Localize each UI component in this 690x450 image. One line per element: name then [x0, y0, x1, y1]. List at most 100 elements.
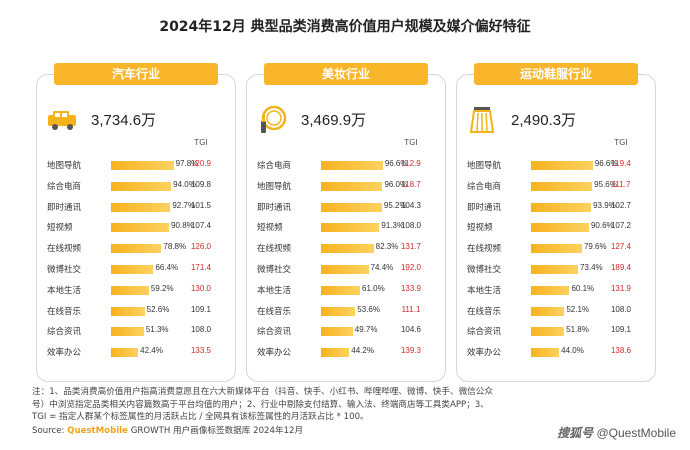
value-label: 92.7%	[172, 200, 195, 210]
footnote-line: TGI = 指定人群某个标签属性的月活跃占比 / 全网具有该标签属性的月活跃占比…	[32, 412, 369, 423]
tgi-value: 109.1	[610, 325, 632, 335]
panel-cosmetics: 3,469.9万 TGI 综合电商 96.6% 112.9 地图导航 96.0% 118.…	[246, 74, 446, 382]
bar	[321, 181, 383, 191]
value-label: 44.0%	[561, 346, 584, 356]
cosmetics-icon	[261, 105, 287, 133]
tgi-value: 120.9	[190, 159, 212, 168]
category-label: 即时通讯	[47, 202, 82, 213]
bar	[531, 285, 570, 295]
car-icon	[48, 111, 76, 130]
bar	[321, 327, 353, 337]
value-label: 42.4%	[140, 346, 163, 356]
bar	[321, 223, 380, 233]
panel-tab-automotive: 汽车行业	[54, 63, 218, 85]
source-text: GROWTH 用户画像标签数据库 2024年12月	[127, 426, 304, 436]
value-label: 79.6%	[583, 242, 607, 252]
value-label: 74.4%	[370, 262, 394, 272]
value-label: 61.0%	[362, 283, 385, 293]
sportswear-icon	[469, 107, 495, 133]
tgi-value: 139.3	[400, 346, 422, 356]
value-label: 60.1%	[571, 283, 595, 293]
category-label: 综合资讯	[47, 327, 82, 338]
bar-row: 即时通讯 95.2% 104.3	[247, 197, 447, 218]
bar-rows: 地图导航 96.6% 119.4 综合电商 95.6% 111.7 即时通讯 93.9% 102…	[457, 155, 657, 363]
bar-row: 本地生活 61.0% 133.9	[247, 280, 447, 301]
value-label: 96.6%	[384, 159, 408, 168]
panel-tab-sportswear: 运动鞋服行业	[474, 63, 638, 85]
bar-row: 综合电商 94.0% 109.8	[37, 176, 237, 197]
bar	[321, 306, 356, 316]
category-label: 地图导航	[47, 161, 82, 171]
category-label: 地图导航	[257, 181, 292, 192]
bar-row: 本地生活 59.2% 130.0	[37, 280, 237, 301]
bar-row: 即时通讯 93.9% 102.7	[457, 197, 657, 218]
value-label: 90.6%	[590, 221, 614, 231]
tgi-value: 131.7	[400, 242, 422, 252]
watermark-logo: 搜狐号	[557, 426, 594, 440]
tgi-value: 133.9	[400, 283, 422, 293]
tgi-value: 119.4	[611, 159, 631, 168]
bar-row: 综合电商 96.6% 112.9	[247, 155, 447, 176]
category-label: 在线音乐	[257, 306, 292, 317]
bar	[321, 244, 374, 254]
value-label: 95.6%	[594, 179, 617, 189]
tgi-column-header: TGI	[194, 138, 208, 147]
category-label: 在线音乐	[47, 306, 82, 317]
bar	[321, 264, 369, 274]
category-label: 短视频	[47, 223, 73, 234]
value-label: 66.4%	[155, 262, 179, 272]
value-label: 78.8%	[163, 242, 187, 252]
footnote: 注：1、品类消费高价值用户指高消费意愿且在六大新媒体平台（抖音、快手、小红书、哔…	[32, 386, 662, 424]
footnote-line: 号）中浏览指定品类相关内容篇数高于平台均值的用户；2、行业中剔除支付结算、输入法…	[32, 399, 489, 410]
bar-row: 在线视频 82.3% 131.7	[247, 238, 447, 259]
panel-tab-cosmetics: 美妆行业	[264, 63, 428, 85]
footnote-line: 注：1、品类消费高价值用户指高消费意愿且在六大新媒体平台（抖音、快手、小红书、哔…	[32, 387, 493, 397]
bar-row: 即时通讯 92.7% 101.5	[37, 197, 237, 218]
source-prefix: Source:	[32, 426, 68, 436]
value-label: 52.1%	[566, 304, 590, 314]
tgi-value: 101.5	[190, 200, 212, 210]
bar-row: 效率办公 44.2% 139.3	[247, 342, 447, 363]
bar	[111, 244, 162, 254]
tgi-value: 127.4	[610, 242, 632, 252]
value-label: 59.2%	[150, 283, 174, 293]
bar-row: 在线音乐 52.1% 108.0	[457, 301, 657, 322]
bar	[531, 161, 593, 170]
value-label: 90.8%	[171, 221, 194, 231]
value-label: 73.4%	[579, 262, 603, 272]
tgi-value: 109.1	[190, 304, 212, 314]
category-label: 效率办公	[257, 348, 292, 359]
category-label: 即时通讯	[257, 202, 292, 213]
tgi-value: 118.7	[401, 179, 421, 189]
category-label: 综合电商	[47, 181, 82, 192]
bar-row: 综合资讯 51.8% 109.1	[457, 321, 657, 342]
tgi-value: 104.6	[400, 325, 422, 335]
bar-row: 综合资讯 51.3% 108.0	[37, 321, 237, 342]
bar	[531, 223, 589, 233]
page-title: 2024年12月 典型品类消费高价值用户规模及媒介偏好特征	[159, 19, 531, 35]
bar-row: 效率办公 44.0% 138.6	[457, 342, 657, 363]
category-label: 在线视频	[257, 244, 292, 255]
bar-row: 微博社交 74.4% 192.0	[247, 259, 447, 280]
watermark: 搜狐号 @QuestMobile	[557, 424, 676, 441]
bar-row: 地图导航 96.0% 118.7	[247, 176, 447, 197]
category-label: 微博社交	[257, 264, 292, 275]
total-users: 2,490.3万	[511, 112, 577, 129]
category-label: 短视频	[467, 223, 493, 234]
bar-row: 短视频 90.6% 107.2	[457, 217, 657, 238]
bar	[111, 306, 145, 316]
total-users: 3,469.9万	[301, 112, 367, 129]
category-label: 地图导航	[467, 161, 502, 171]
category-label: 综合电商	[257, 161, 292, 171]
value-label: 82.3%	[375, 242, 399, 252]
category-label: 本地生活	[257, 285, 292, 296]
value-label: 97.8%	[175, 159, 199, 168]
category-label: 综合电商	[467, 181, 502, 192]
panel-sportswear: 2,490.3万 TGI 地图导航 96.6% 119.4 综合电商 95.6% 111.…	[456, 74, 656, 382]
tgi-value: 192.0	[400, 262, 422, 272]
tgi-value: 104.3	[400, 200, 422, 210]
bar-row: 综合资讯 49.7% 104.6	[247, 321, 447, 342]
bar-rows: 地图导航 97.8% 120.9 综合电商 94.0% 109.8 即时通讯 92.7% 101…	[37, 155, 237, 363]
value-label: 53.6%	[357, 304, 380, 314]
category-label: 效率办公	[467, 348, 502, 359]
